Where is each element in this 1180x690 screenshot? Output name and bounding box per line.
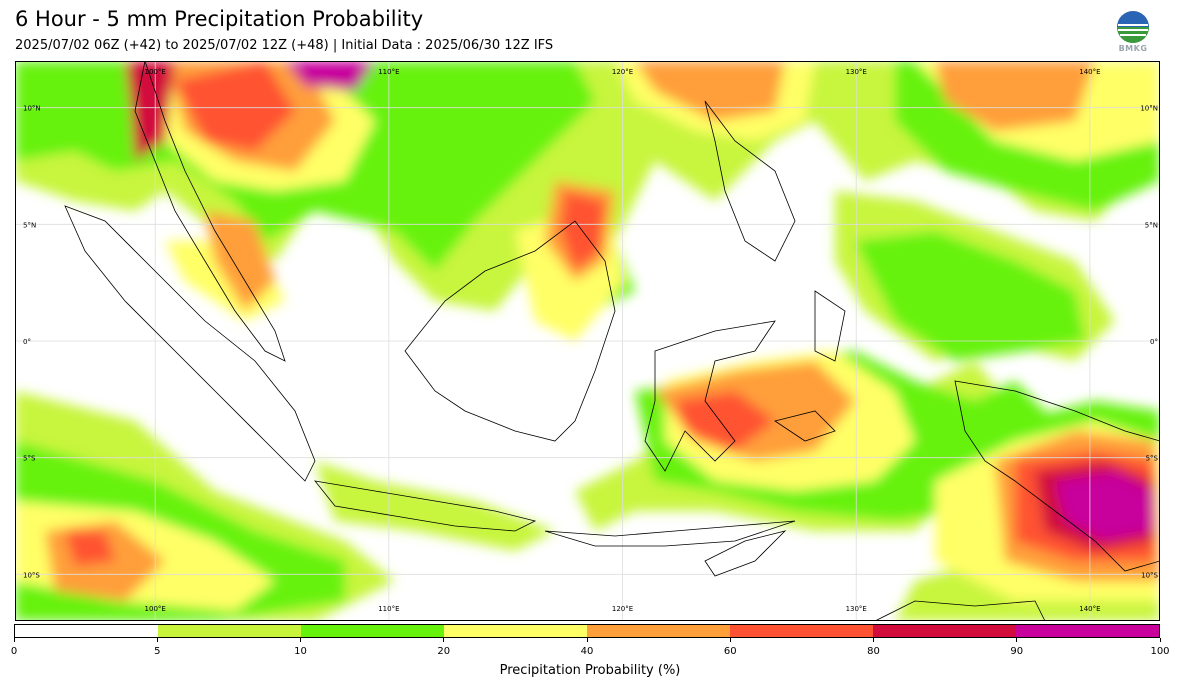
colorbar-segment <box>587 625 730 637</box>
colorbar-tick-label: 10 <box>294 646 307 657</box>
lat-label-left: 10°N <box>23 105 41 113</box>
bmkg-logo-icon <box>1117 11 1149 43</box>
colorbar-segment <box>1016 625 1159 637</box>
colorbar-tick-label: 20 <box>437 646 451 657</box>
colorbar-tick-label: 40 <box>580 646 594 657</box>
colorbar-tick-mark <box>873 638 874 642</box>
colorbar-tick-mark <box>13 638 15 642</box>
colorbar-label: Precipitation Probability (%) <box>499 663 681 678</box>
lon-label-top: 140°E <box>1079 68 1100 76</box>
lat-label-left: 5°S <box>23 455 36 463</box>
lon-label-bottom: 130°E <box>846 605 867 613</box>
colorbar-segment <box>158 625 301 637</box>
coastlines <box>64 61 1160 621</box>
lat-label-right: 5°N <box>1145 221 1158 229</box>
colorbar-tick-label: 60 <box>723 646 737 657</box>
colorbar-tick-label: 5 <box>154 646 161 657</box>
lat-label-left: 0° <box>23 338 31 346</box>
chart-title: 6 Hour - 5 mm Precipitation Probability <box>15 7 424 31</box>
colorbar-tick-mark <box>729 638 731 642</box>
colorbar <box>14 624 1160 638</box>
colorbar-tick-mark <box>1016 638 1018 642</box>
colorbar-segment <box>15 625 158 637</box>
colorbar-tick-label: 80 <box>867 646 880 657</box>
colorbar-tick-mark <box>586 638 588 642</box>
lat-label-left: 10°S <box>23 571 40 579</box>
logo-wordmark: BMKG <box>1118 44 1148 53</box>
colorbar-segment <box>444 625 587 637</box>
lon-label-bottom: 140°E <box>1079 605 1100 613</box>
colorbar-tick-label: 90 <box>1010 646 1024 657</box>
lon-label-bottom: 120°E <box>612 605 633 613</box>
precipitation-map: 100°E 110°E 120°E 130°E 140°E 100°E 110°E 120°E… <box>15 61 1160 621</box>
coordinate-labels: 100°E 110°E 120°E 130°E 140°E 100°E 110°E 120°E… <box>23 68 1159 613</box>
colorbar-tick-mark <box>156 638 158 642</box>
lat-label-right: 10°N <box>1140 105 1158 113</box>
colorbar-segment <box>301 625 444 637</box>
colorbar-segment <box>873 625 1016 637</box>
chart-subtitle: 2025/07/02 06Z (+42) to 2025/07/02 12Z (… <box>15 38 554 53</box>
lon-label-top: 110°E <box>378 68 399 76</box>
map-gridlines <box>15 61 1160 621</box>
colorbar-segment <box>730 625 873 637</box>
colorbar-tick-mark <box>300 638 301 642</box>
lon-label-top: 120°E <box>612 68 633 76</box>
colorbar-tick-mark <box>443 638 445 642</box>
colorbar-tick-label: 100 <box>1150 646 1170 657</box>
colorbar-tick-mark <box>1159 638 1161 642</box>
lat-label-left: 5°N <box>23 221 36 229</box>
lat-label-right: 10°S <box>1141 571 1158 579</box>
lon-label-bottom: 100°E <box>145 605 166 613</box>
colorbar-tick-label: 0 <box>10 646 18 657</box>
lat-label-right: 0° <box>1150 338 1158 346</box>
lon-label-bottom: 110°E <box>378 605 399 613</box>
lat-label-right: 5°S <box>1146 455 1159 463</box>
lon-label-top: 100°E <box>145 68 166 76</box>
lon-label-top: 130°E <box>846 68 867 76</box>
precipitation-field <box>15 61 1160 621</box>
